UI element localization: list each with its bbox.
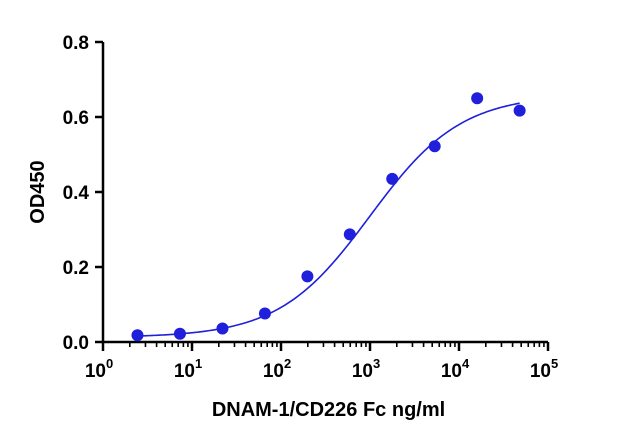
data-point bbox=[301, 270, 314, 283]
x-tick-exponent: 3 bbox=[373, 356, 380, 371]
fit-curve bbox=[137, 102, 520, 337]
data-point bbox=[386, 172, 399, 185]
x-axis-title: DNAM-1/CD226 Fc ng/ml bbox=[212, 399, 445, 421]
y-tick-label: 0.0 bbox=[63, 333, 89, 354]
x-tick-label: 102 bbox=[263, 356, 291, 382]
x-tick-label: 104 bbox=[441, 356, 470, 382]
x-tick-exponent: 4 bbox=[462, 356, 470, 371]
x-tick-exponent: 0 bbox=[106, 356, 113, 371]
data-point bbox=[343, 228, 356, 241]
x-tick-exponent: 5 bbox=[551, 356, 558, 371]
data-point bbox=[258, 307, 271, 320]
x-tick-label: 100 bbox=[85, 356, 113, 382]
x-tick-label: 101 bbox=[174, 356, 202, 382]
data-point bbox=[428, 140, 441, 153]
data-point bbox=[131, 329, 144, 342]
y-tick-label: 0.2 bbox=[63, 258, 89, 279]
y-axis-title: OD450 bbox=[27, 160, 49, 223]
data-point bbox=[513, 104, 526, 117]
x-tick-exponent: 2 bbox=[284, 356, 291, 371]
y-tick-label: 0.4 bbox=[63, 183, 90, 204]
x-tick-label: 103 bbox=[352, 356, 380, 382]
data-points bbox=[131, 92, 526, 342]
y-tick-label: 0.6 bbox=[63, 108, 89, 129]
chart-axes bbox=[101, 42, 548, 344]
y-tick-label: 0.8 bbox=[63, 33, 89, 54]
x-axis-ticks: 100 101 102 103 104 105 bbox=[85, 342, 558, 382]
x-tick-exponent: 1 bbox=[195, 356, 202, 371]
data-point bbox=[471, 92, 484, 105]
data-point bbox=[173, 327, 186, 340]
data-point bbox=[216, 322, 229, 335]
y-axis-ticks: 0.0 0.2 0.4 0.6 0.8 bbox=[63, 33, 103, 354]
x-tick-label: 105 bbox=[530, 356, 558, 382]
